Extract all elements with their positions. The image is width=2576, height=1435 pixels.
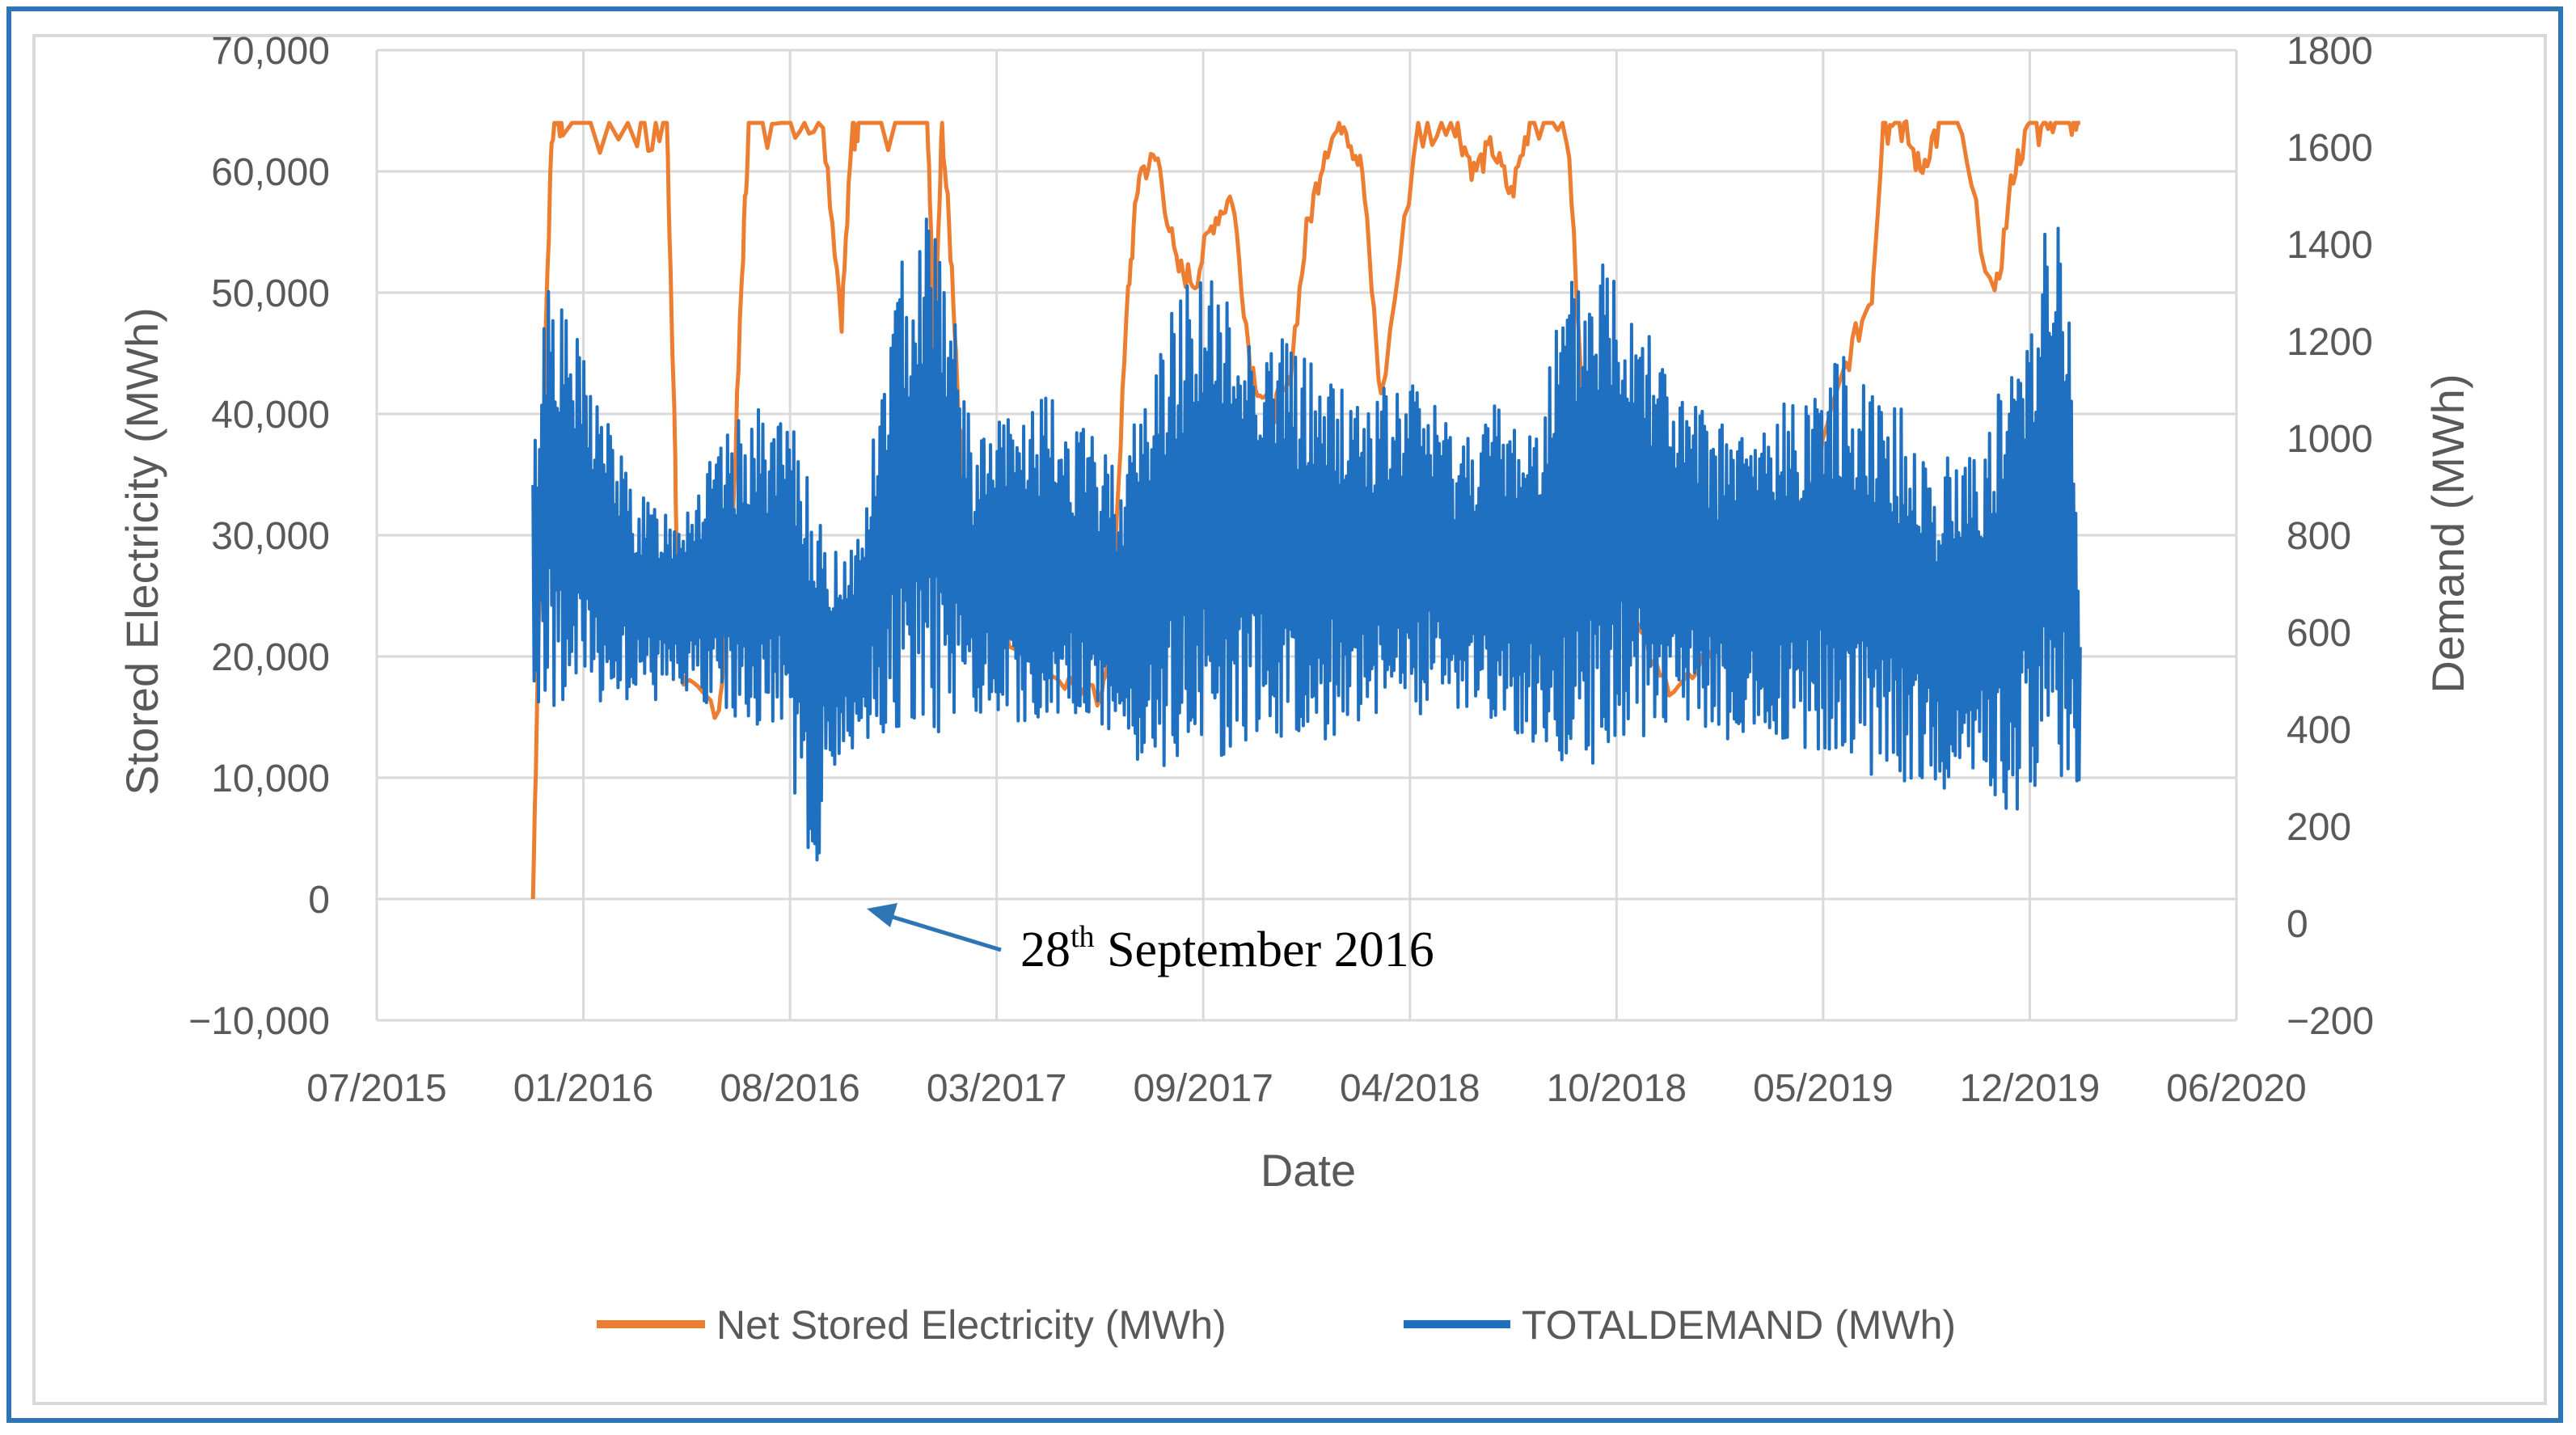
y-tick-label-right: 1200: [2287, 321, 2373, 364]
x-axis-title: Date: [1261, 1145, 1356, 1196]
y-tick-label-left: 10,000: [211, 758, 330, 800]
y-tick-label-left: 20,000: [211, 636, 330, 679]
y-tick-label-right: 1800: [2287, 30, 2373, 73]
y-tick-label-left: 60,000: [211, 151, 330, 194]
x-tick-label: 09/2017: [1133, 1067, 1273, 1110]
series-line-total-demand: [531, 217, 2082, 862]
x-tick-label: 10/2018: [1547, 1067, 1687, 1110]
annotation-28-september-2016: 28th September 2016: [867, 903, 1434, 977]
y-axis-title-left: Stored Electricity (MWh): [116, 307, 167, 796]
y-tick-label-left: 0: [308, 879, 330, 922]
x-tick-label: 03/2017: [927, 1067, 1067, 1110]
tick-labels: 70,000 60,000 50,000 40,000 30,000 20,000 10,0…: [188, 30, 2374, 1110]
x-tick-label: 05/2019: [1753, 1067, 1894, 1110]
annotation-arrow-line: [880, 911, 1002, 952]
y-tick-label-right: 1400: [2287, 224, 2373, 267]
series-layer: [530, 119, 2082, 900]
annotation-arrow-head: [867, 903, 897, 927]
x-tick-label: 01/2016: [513, 1067, 654, 1110]
y-tick-label-left: 70,000: [211, 30, 330, 73]
x-tick-label: 06/2020: [2166, 1067, 2307, 1110]
x-tick-label: 08/2016: [720, 1067, 860, 1110]
y-tick-label-right: 0: [2287, 903, 2308, 946]
y-axis-title-right: Demand (MWh): [2422, 374, 2473, 693]
y-tick-label-right: 800: [2287, 515, 2351, 558]
y-tick-label-right: 200: [2287, 806, 2351, 849]
y-tick-label-right: −200: [2287, 1000, 2374, 1043]
chart-frame-inner: [32, 34, 2547, 1405]
y-tick-label-right: 400: [2287, 709, 2351, 752]
x-tick-label: 12/2019: [1960, 1067, 2101, 1110]
y-tick-label-left: 50,000: [211, 272, 330, 315]
x-tick-label: 04/2018: [1340, 1067, 1480, 1110]
chart-frame-outer: [6, 6, 2563, 1423]
y-tick-label-left: −10,000: [188, 1000, 330, 1043]
y-tick-label-right: 1600: [2287, 127, 2373, 170]
legend: Net Stored Electricity (MWh) TOTALDEMAND…: [597, 1302, 1956, 1348]
x-tick-label: 07/2015: [306, 1067, 447, 1110]
y-tick-label-right: 600: [2287, 612, 2351, 655]
series-line-net-stored: [530, 119, 2081, 900]
legend-label-net-stored: Net Stored Electricity (MWh): [716, 1302, 1227, 1348]
y-tick-label-right: 1000: [2287, 418, 2373, 461]
grid-lines: [375, 49, 2238, 1022]
annotation-text: 28th September 2016: [1020, 920, 1434, 977]
legend-label-total-demand: TOTALDEMAND (MWh): [1522, 1302, 1956, 1348]
y-tick-label-left: 40,000: [211, 394, 330, 437]
y-tick-label-left: 30,000: [211, 515, 330, 558]
